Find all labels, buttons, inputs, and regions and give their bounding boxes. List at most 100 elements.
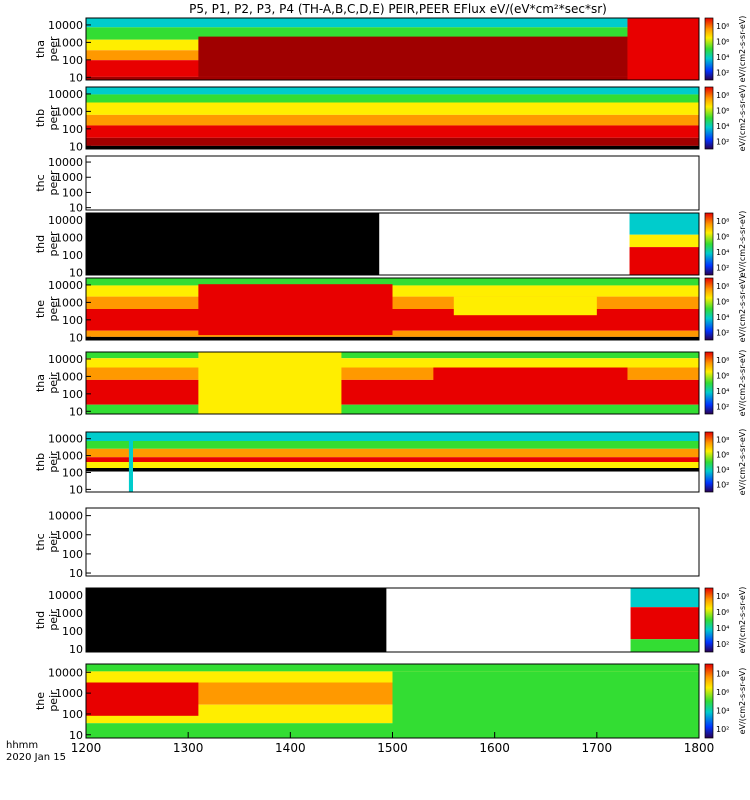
panel-background xyxy=(86,508,699,576)
panel-frame xyxy=(85,351,700,415)
y-tick-label: 1000 xyxy=(55,171,83,184)
colorbar-tick-label: 10⁴ xyxy=(716,53,729,62)
time-axis-label-hhmm: hhmm xyxy=(6,740,38,751)
panel-label-probe: tha xyxy=(34,374,47,392)
colorbar-tick-label: 10⁶ xyxy=(716,451,729,460)
time-axis-label-date: 2020 Jan 15 xyxy=(6,752,66,763)
flux-band xyxy=(86,457,699,462)
flux-band xyxy=(86,145,699,149)
x-tick-label: 1600 xyxy=(479,741,510,755)
panel-label-quantity: peer xyxy=(47,296,60,322)
flux-structure xyxy=(629,247,699,275)
colorbar-tick-label: 10⁴ xyxy=(716,387,729,396)
panel-label-quantity: peir xyxy=(47,451,60,473)
colorbar-label: eV/(cm2-s-sr-eV) xyxy=(738,211,747,278)
panel-frame xyxy=(85,212,700,276)
panel-frame xyxy=(85,507,700,577)
colorbar-tick-label: 10⁸ xyxy=(716,91,729,100)
y-tick-label: 10 xyxy=(69,266,83,279)
flux-structure xyxy=(629,234,699,248)
panel-label-probe: thb xyxy=(34,109,47,127)
y-tick-label: 10000 xyxy=(48,353,83,366)
colorbar-tick-label: 10⁶ xyxy=(716,297,729,306)
colorbar-tick-label: 10⁸ xyxy=(716,217,729,226)
panel-label-quantity: peir xyxy=(47,372,60,394)
data-gap-fill xyxy=(86,213,380,275)
colorbar-tick-label: 10⁴ xyxy=(716,122,729,131)
flux-band xyxy=(86,18,699,28)
colorbar-tick-label: 10⁴ xyxy=(716,248,729,257)
y-tick-label: 10 xyxy=(69,140,83,153)
y-tick-label: 100 xyxy=(62,314,83,327)
x-tick-label: 1200 xyxy=(71,741,102,755)
colorbar-tick-label: 10² xyxy=(716,402,729,411)
flux-structure xyxy=(198,284,393,336)
colorbar-tick-label: 10⁴ xyxy=(716,624,729,633)
y-tick-label: 10 xyxy=(69,331,83,344)
colorbar-tick-label: 10⁸ xyxy=(716,592,729,601)
flux-band xyxy=(86,441,699,449)
colorbar-tick-label: 10⁶ xyxy=(716,371,729,380)
colorbar-tick-label: 10² xyxy=(716,640,729,649)
flux-band xyxy=(86,114,699,126)
flux-structure xyxy=(630,607,699,640)
time-axis: 1200 1300 1400 1500 1600 1700 1800 xyxy=(71,732,715,755)
y-tick-label: 1000 xyxy=(55,450,83,463)
y-tick-label: 10000 xyxy=(48,589,83,602)
flux-structure xyxy=(86,682,199,716)
flux-band xyxy=(86,448,699,458)
panel-frame xyxy=(85,86,700,150)
y-tick-label: 10000 xyxy=(48,510,83,523)
panel-label-quantity: peir xyxy=(47,531,60,553)
y-tick-label: 100 xyxy=(62,466,83,479)
panel-label-quantity: peer xyxy=(47,231,60,257)
y-tick-label: 100 xyxy=(62,249,83,262)
colorbar-tick-label: 10⁸ xyxy=(716,356,729,365)
colorbar xyxy=(704,86,714,150)
y-tick-label: 1000 xyxy=(55,370,83,383)
flux-band xyxy=(86,336,699,340)
panel-label-quantity: peer xyxy=(47,105,60,131)
figure-title: P5, P1, P2, P3, P4 (TH-A,B,C,D,E) PEIR,P… xyxy=(189,2,607,16)
flux-band xyxy=(86,462,699,468)
panel-label-probe: thc xyxy=(34,533,47,550)
panel-label-probe: the xyxy=(34,692,47,710)
colorbar-tick-label: 10⁶ xyxy=(716,37,729,46)
colorbar-label: eV/(cm2-s-sr-eV) xyxy=(738,429,747,496)
y-tick-label: 100 xyxy=(62,186,83,199)
flux-structure xyxy=(453,296,597,316)
flux-band xyxy=(86,76,699,80)
y-tick-label: 10 xyxy=(69,71,83,84)
flux-structure xyxy=(392,671,699,738)
y-tick-label: 100 xyxy=(62,625,83,638)
colorbar-tick-label: 10⁴ xyxy=(716,706,729,715)
flux-band xyxy=(86,352,699,359)
flux-band xyxy=(86,468,699,472)
colorbar-tick-label: 10⁸ xyxy=(716,282,729,291)
panel-label-probe: the xyxy=(34,300,47,318)
y-tick-label: 1000 xyxy=(55,105,83,118)
x-tick-label: 1800 xyxy=(684,741,715,755)
colorbar xyxy=(704,587,714,653)
flux-band xyxy=(86,94,699,103)
colorbar xyxy=(704,17,714,81)
colorbar-label: eV/(cm2-s-sr-eV) xyxy=(738,350,747,417)
colorbar-tick-label: 10² xyxy=(716,68,729,77)
y-tick-label: 100 xyxy=(62,548,83,561)
data-gap-fill xyxy=(86,588,387,652)
colorbar-tick-label: 10⁴ xyxy=(716,313,729,322)
flux-band xyxy=(86,87,699,95)
x-tick-label: 1700 xyxy=(582,741,613,755)
flux-band xyxy=(86,358,699,368)
flux-band xyxy=(86,102,699,115)
colorbar xyxy=(704,351,714,415)
flux-structure xyxy=(629,213,699,235)
y-tick-label: 10000 xyxy=(48,88,83,101)
x-tick-label: 1300 xyxy=(173,741,204,755)
